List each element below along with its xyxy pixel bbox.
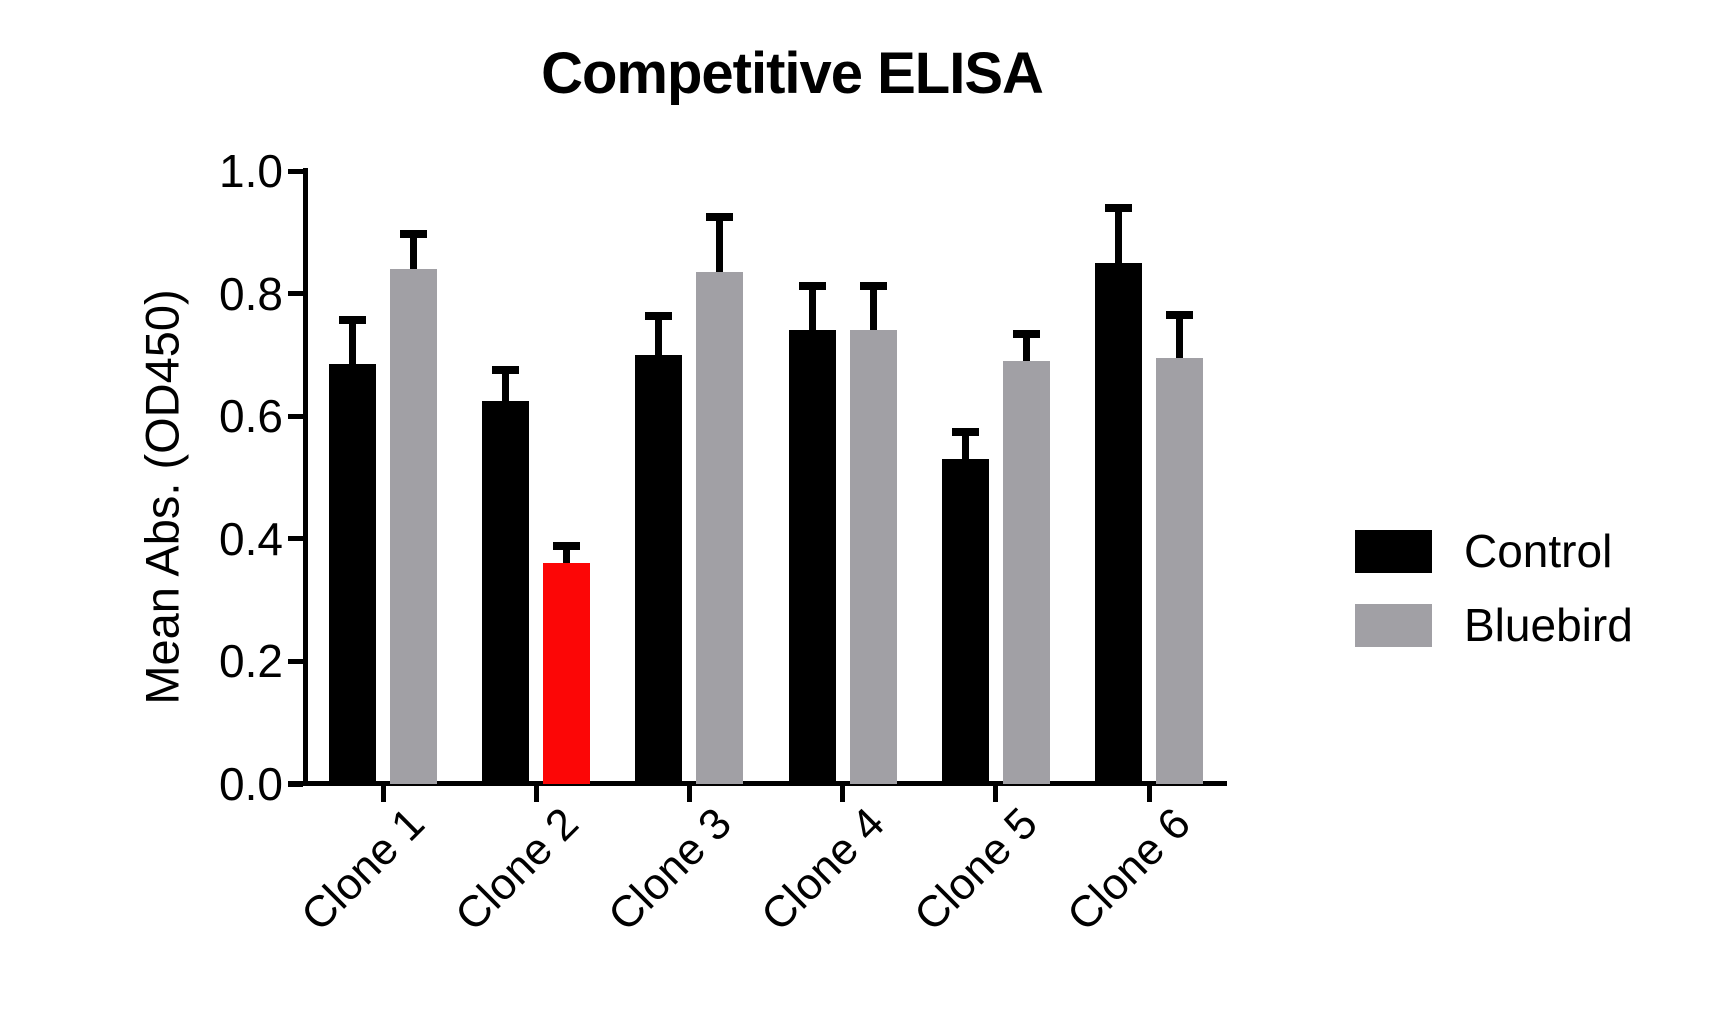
- bar-bluebird-3: [696, 272, 744, 784]
- y-tick: [288, 413, 303, 419]
- x-category-label: Clone 6: [1058, 798, 1201, 941]
- x-tick: [533, 786, 539, 802]
- y-tick-label: 0.4: [219, 512, 283, 565]
- error-bar-cap: [645, 312, 673, 321]
- error-bar-cap: [1012, 330, 1040, 339]
- x-tick: [840, 786, 846, 802]
- x-category-label: Clone 1: [292, 798, 435, 941]
- bar-bluebird-1: [390, 269, 437, 784]
- error-bar-cap: [1166, 311, 1193, 320]
- x-category-label: Clone 2: [445, 798, 588, 941]
- error-bar-cap: [492, 366, 520, 375]
- error-bar-cap: [859, 282, 887, 291]
- error-bar: [869, 286, 877, 331]
- y-tick: [288, 168, 303, 174]
- x-tick: [686, 786, 692, 802]
- legend-entry-control: Control: [1355, 528, 1633, 574]
- bar-control-4: [788, 330, 836, 784]
- error-bar: [1022, 334, 1030, 362]
- legend: Control Bluebird: [1355, 528, 1633, 648]
- y-tick-label: 0.2: [219, 635, 283, 688]
- bar-control-6: [1095, 262, 1142, 784]
- legend-entry-bluebird: Bluebird: [1355, 602, 1633, 648]
- y-axis-line: [303, 168, 308, 786]
- y-tick: [288, 291, 303, 297]
- bar-bluebird-5: [1002, 361, 1050, 784]
- x-category-label: Clone 4: [751, 798, 894, 941]
- bar-control-5: [941, 459, 989, 784]
- y-tick-label: 0.6: [219, 390, 283, 443]
- y-tick-label: 0.0: [219, 758, 283, 810]
- y-tick-label: 0.8: [219, 267, 283, 320]
- bar-control-1: [329, 364, 376, 784]
- bar-bluebird-6: [1156, 357, 1203, 784]
- y-tick: [288, 536, 303, 542]
- error-bar: [961, 432, 969, 460]
- x-axis-line: [288, 781, 1227, 786]
- chart-title: Competitive ELISA: [541, 41, 1044, 106]
- bar-control-2: [482, 400, 530, 784]
- error-bar-cap: [706, 212, 734, 221]
- error-bar: [563, 545, 571, 564]
- bluebird-swatch-icon: [1355, 603, 1432, 647]
- error-bar: [410, 233, 417, 270]
- error-bar-cap: [951, 428, 979, 437]
- error-bar: [349, 319, 356, 365]
- error-bar: [1115, 207, 1122, 263]
- error-bar-cap: [1105, 203, 1132, 212]
- bar-control-3: [635, 354, 683, 784]
- error-bar-cap: [400, 229, 427, 238]
- error-bar-cap: [339, 315, 366, 324]
- x-category-label: Clone 3: [598, 798, 741, 941]
- legend-label-bluebird: Bluebird: [1464, 599, 1633, 651]
- error-bar: [502, 370, 510, 401]
- error-bar-cap: [553, 541, 581, 550]
- error-bar: [655, 316, 663, 355]
- error-bar: [1176, 315, 1183, 358]
- bar-bluebird-4: [849, 330, 897, 784]
- error-bar: [716, 216, 724, 273]
- legend-label-control: Control: [1464, 525, 1613, 577]
- y-tick-label: 1.0: [219, 145, 283, 197]
- x-tick: [380, 786, 386, 802]
- x-tick: [993, 786, 999, 802]
- control-swatch-icon: [1355, 529, 1432, 573]
- x-category-label: Clone 5: [905, 798, 1048, 941]
- error-bar-cap: [798, 282, 826, 291]
- y-tick: [288, 658, 303, 664]
- x-tick: [1146, 786, 1152, 802]
- y-tick: [288, 781, 303, 787]
- error-bar: [808, 286, 816, 331]
- bar-bluebird-2: [543, 563, 591, 784]
